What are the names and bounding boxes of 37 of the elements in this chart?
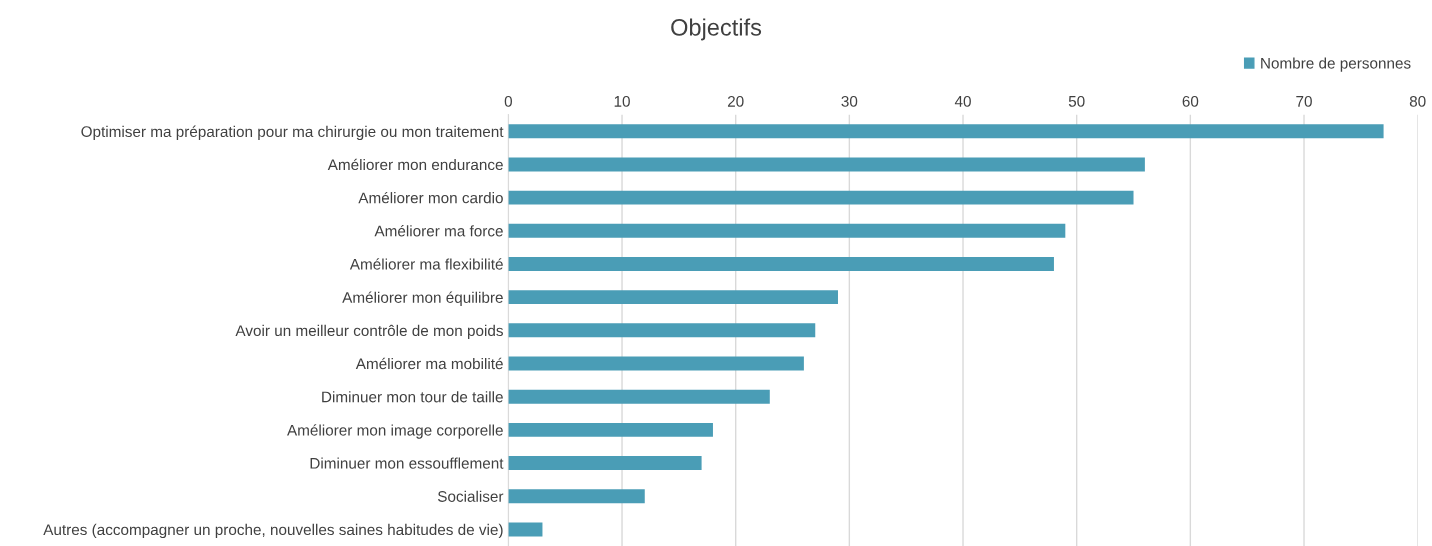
y-tick-label: Améliorer mon équilibre bbox=[342, 291, 503, 306]
y-tick-label: Améliorer ma mobilité bbox=[355, 357, 503, 370]
y-tick-label: Améliorer ma force bbox=[374, 225, 503, 237]
y-tick-label: Diminuer mon essoufflement bbox=[310, 457, 504, 469]
bar bbox=[508, 257, 1054, 271]
bar bbox=[508, 456, 702, 471]
x-tick-label: 0 bbox=[504, 95, 513, 107]
chart-title: Objectifs bbox=[671, 18, 762, 41]
x-tick-label: 80 bbox=[1409, 95, 1426, 107]
bar bbox=[508, 323, 816, 338]
y-tick-label: Améliorer mon image corporelle bbox=[287, 424, 503, 439]
bar bbox=[508, 389, 770, 404]
y-tick-label: Avoir un meilleur contrôle de mon poids bbox=[235, 324, 503, 340]
y-tick-label: Diminuer mon tour de taille bbox=[322, 391, 503, 403]
legend-label: Nombre de personnes bbox=[1261, 57, 1411, 72]
y-tick-label: Optimiser ma préparation pour ma chirurgie ou mon traitement bbox=[81, 125, 504, 141]
y-tick-label: Améliorer ma flexibilité bbox=[349, 258, 503, 270]
bar bbox=[508, 356, 804, 371]
x-tick-label: 60 bbox=[1182, 95, 1199, 107]
x-tick-label: 70 bbox=[1296, 95, 1312, 107]
x-tick-label: 40 bbox=[954, 95, 971, 107]
x-tick-label: 20 bbox=[727, 95, 744, 107]
bar bbox=[508, 124, 1384, 139]
bar bbox=[508, 422, 713, 437]
x-tick-label: 30 bbox=[841, 95, 858, 107]
y-tick-label: Autres (accompagner un proche, nouvelles saines habitudes de vie) bbox=[43, 523, 503, 539]
bar bbox=[508, 489, 645, 504]
y-tick-label: Socialiser bbox=[437, 490, 504, 502]
bar bbox=[508, 522, 543, 537]
bar bbox=[508, 157, 1145, 172]
y-tick-label: Améliorer mon endurance bbox=[327, 158, 503, 171]
bar bbox=[508, 190, 1134, 205]
x-tick-label: 10 bbox=[614, 95, 630, 107]
x-tick-label: 50 bbox=[1068, 95, 1085, 107]
bar bbox=[508, 223, 1066, 238]
y-tick-label: Améliorer mon cardio bbox=[358, 191, 503, 204]
bar bbox=[508, 290, 838, 305]
